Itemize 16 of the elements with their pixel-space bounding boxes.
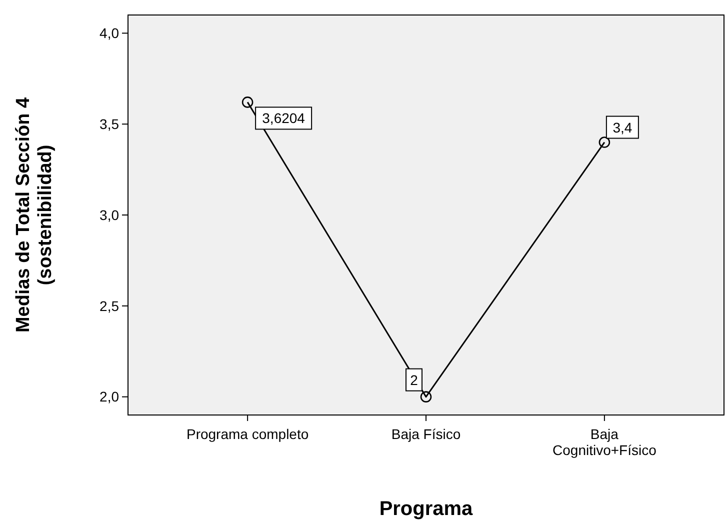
y-axis-title: Medias de Total Sección 4 (sostenibilidad) xyxy=(13,97,56,333)
x-tick-label: Programa completo xyxy=(186,426,309,442)
y-tick-label: 4,0 xyxy=(100,25,120,42)
data-label: 3,4 xyxy=(612,119,632,136)
x-tick-label: Baja Cognitivo+Físico xyxy=(552,426,657,458)
data-label: 3,6204 xyxy=(262,110,306,126)
point xyxy=(598,136,610,148)
point xyxy=(420,391,432,402)
data-label: 2 xyxy=(410,372,418,388)
x-tick-label: Baja Físico xyxy=(391,426,461,442)
y-tick-label: 2,5 xyxy=(100,298,120,314)
y-tick-label: 3,5 xyxy=(100,116,120,132)
x-axis-title: Programa xyxy=(379,498,474,520)
point xyxy=(242,96,254,108)
y-tick-label: 2,0 xyxy=(100,388,120,405)
y-tick-label: 3,0 xyxy=(100,206,120,223)
